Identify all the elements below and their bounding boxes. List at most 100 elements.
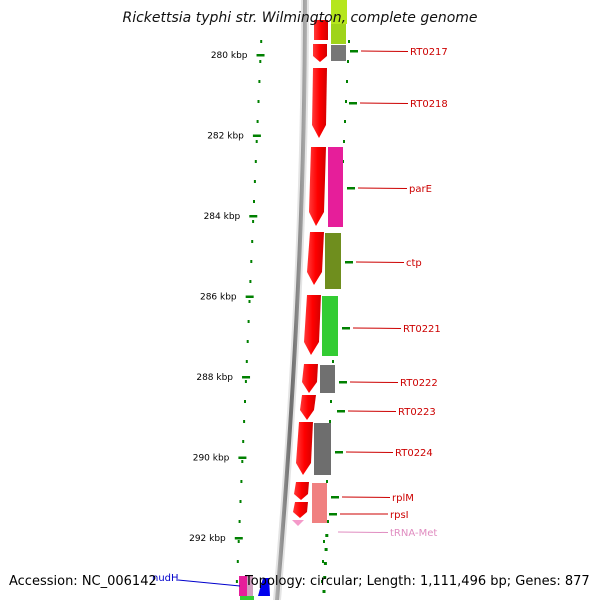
outer-ring-tick xyxy=(346,80,348,83)
ruler-minor-tick xyxy=(251,240,254,243)
ruler-label: 290 kbp xyxy=(193,454,230,464)
ruler-major-tick xyxy=(245,295,254,298)
ruler-minor-tick xyxy=(241,460,244,463)
ruler-minor-tick xyxy=(252,220,255,223)
label-connector xyxy=(345,451,394,453)
gene-tick xyxy=(337,410,345,413)
ruler-major-tick xyxy=(256,54,265,57)
cog-block-rplM xyxy=(312,483,327,523)
gene-label-rt0217: RT0217 xyxy=(410,47,448,58)
ruler-minor-tick xyxy=(253,180,256,183)
outer-ring-tick xyxy=(322,560,324,563)
ruler-major-tick xyxy=(252,134,261,137)
inner-ring-tick xyxy=(324,548,328,551)
cog-blocks xyxy=(312,0,347,523)
inner-ring-tick xyxy=(322,590,326,593)
gene-labels: RT0217 RT0218 parE ctp RT0221 RT0222 RT0223 RT0… xyxy=(152,47,448,584)
gene-tick xyxy=(335,451,343,454)
gene-tick xyxy=(350,50,358,53)
label-connector xyxy=(355,261,405,263)
gene-tick xyxy=(339,381,347,384)
gene-label-pare: parE xyxy=(409,184,432,195)
outer-ring-tick xyxy=(343,140,345,143)
cog-block-parE xyxy=(328,147,343,227)
outer-ring-tick xyxy=(321,580,323,583)
ruler-minor-tick xyxy=(235,580,238,583)
inner-ring-tick xyxy=(326,520,329,523)
ruler-minor-ticks xyxy=(235,40,263,583)
outer-ring-tick xyxy=(347,60,349,63)
genome-backbone xyxy=(273,0,309,600)
inner-ring-ticks xyxy=(322,520,329,593)
ruler-minor-tick xyxy=(244,380,247,383)
ruler-minor-tick xyxy=(249,280,252,283)
ruler-major-tick xyxy=(234,537,243,540)
outer-ring-tick xyxy=(344,120,346,123)
ruler-minor-tick xyxy=(237,540,240,543)
gene-arrow-rpsI xyxy=(293,502,308,518)
label-connector xyxy=(360,50,409,52)
label-connector xyxy=(177,579,241,587)
gene-label-rplm: rplM xyxy=(392,493,414,504)
nudh-region xyxy=(239,576,270,600)
label-connector xyxy=(359,102,409,104)
outer-ring-tick xyxy=(332,360,334,363)
ruler-minor-tick xyxy=(246,340,249,343)
label-connectors xyxy=(177,50,409,587)
gene-arrow-rt0217b xyxy=(314,20,328,40)
ruler-label: 284 kbp xyxy=(204,212,241,222)
ruler-label: 286 kbp xyxy=(200,293,237,303)
ruler-minor-tick xyxy=(238,520,241,523)
gene-arrows-reverse xyxy=(292,20,328,526)
label-connector xyxy=(337,531,389,533)
ruler-minor-tick xyxy=(236,560,239,563)
gene-arrow-ctp xyxy=(307,232,324,285)
ruler-minor-tick xyxy=(255,140,258,143)
gene-tick xyxy=(342,327,350,330)
gene-arrow-trna-met xyxy=(292,520,304,526)
gene-tick xyxy=(347,187,355,190)
ruler-labels: 280 kbp 282 kbp 284 kbp 286 kbp 288 kbp 290 k… xyxy=(189,51,248,544)
gene-label-trna-met: tRNA-Met xyxy=(390,528,437,539)
ruler-minor-tick xyxy=(245,360,248,363)
gene-label-nudh: nudH xyxy=(152,573,179,584)
ruler-minor-tick xyxy=(258,80,261,83)
gene-arrow-nudH xyxy=(258,578,270,596)
ruler-minor-tick xyxy=(260,40,263,43)
page-title: Rickettsia typhi str. Wilmington, comple… xyxy=(122,10,478,26)
gene-label-rt0221: RT0221 xyxy=(403,324,441,335)
ruler-major-tick xyxy=(249,215,258,218)
cog-block-ctp xyxy=(325,233,341,289)
ruler-minor-tick xyxy=(254,160,257,163)
topology-text: Topology: circular; Length: 1,111,496 bp… xyxy=(245,574,590,589)
inner-ring-tick xyxy=(323,576,327,579)
ruler-label: 280 kbp xyxy=(211,51,248,61)
outer-ring-tick xyxy=(330,400,332,403)
label-connector xyxy=(357,187,408,189)
ruler-minor-tick xyxy=(239,500,242,503)
label-connector xyxy=(349,381,399,383)
gene-arrow-rt0224 xyxy=(296,422,313,475)
gene-arrow-rt0223 xyxy=(300,395,316,420)
gene-label-rt0222: RT0222 xyxy=(400,378,438,389)
gene-label-rt0218: RT0218 xyxy=(410,99,448,110)
ruler-major-tick xyxy=(242,376,251,379)
ruler-minor-tick xyxy=(243,420,246,423)
outer-ring-tick xyxy=(323,540,325,543)
accession-text: Accession: NC_006142 xyxy=(9,574,157,589)
cog-block-rt0217-top xyxy=(331,0,347,24)
gene-tick xyxy=(331,496,339,499)
label-connector xyxy=(341,496,391,498)
gene-tick xyxy=(345,261,353,264)
outer-ring-tick xyxy=(348,40,350,43)
ruler-minor-tick xyxy=(250,260,253,263)
ruler-label: 288 kbp xyxy=(196,373,233,383)
cog-block-rt0222 xyxy=(320,365,335,393)
gene-arrow-parE xyxy=(309,147,326,226)
cog-block-rt0224 xyxy=(314,423,331,475)
ruler-label: 292 kbp xyxy=(189,534,226,544)
gene-arrow-rt0218 xyxy=(312,68,327,138)
cog-block-rt0217-b xyxy=(331,45,346,61)
gene-arrow-rplM xyxy=(294,482,309,500)
